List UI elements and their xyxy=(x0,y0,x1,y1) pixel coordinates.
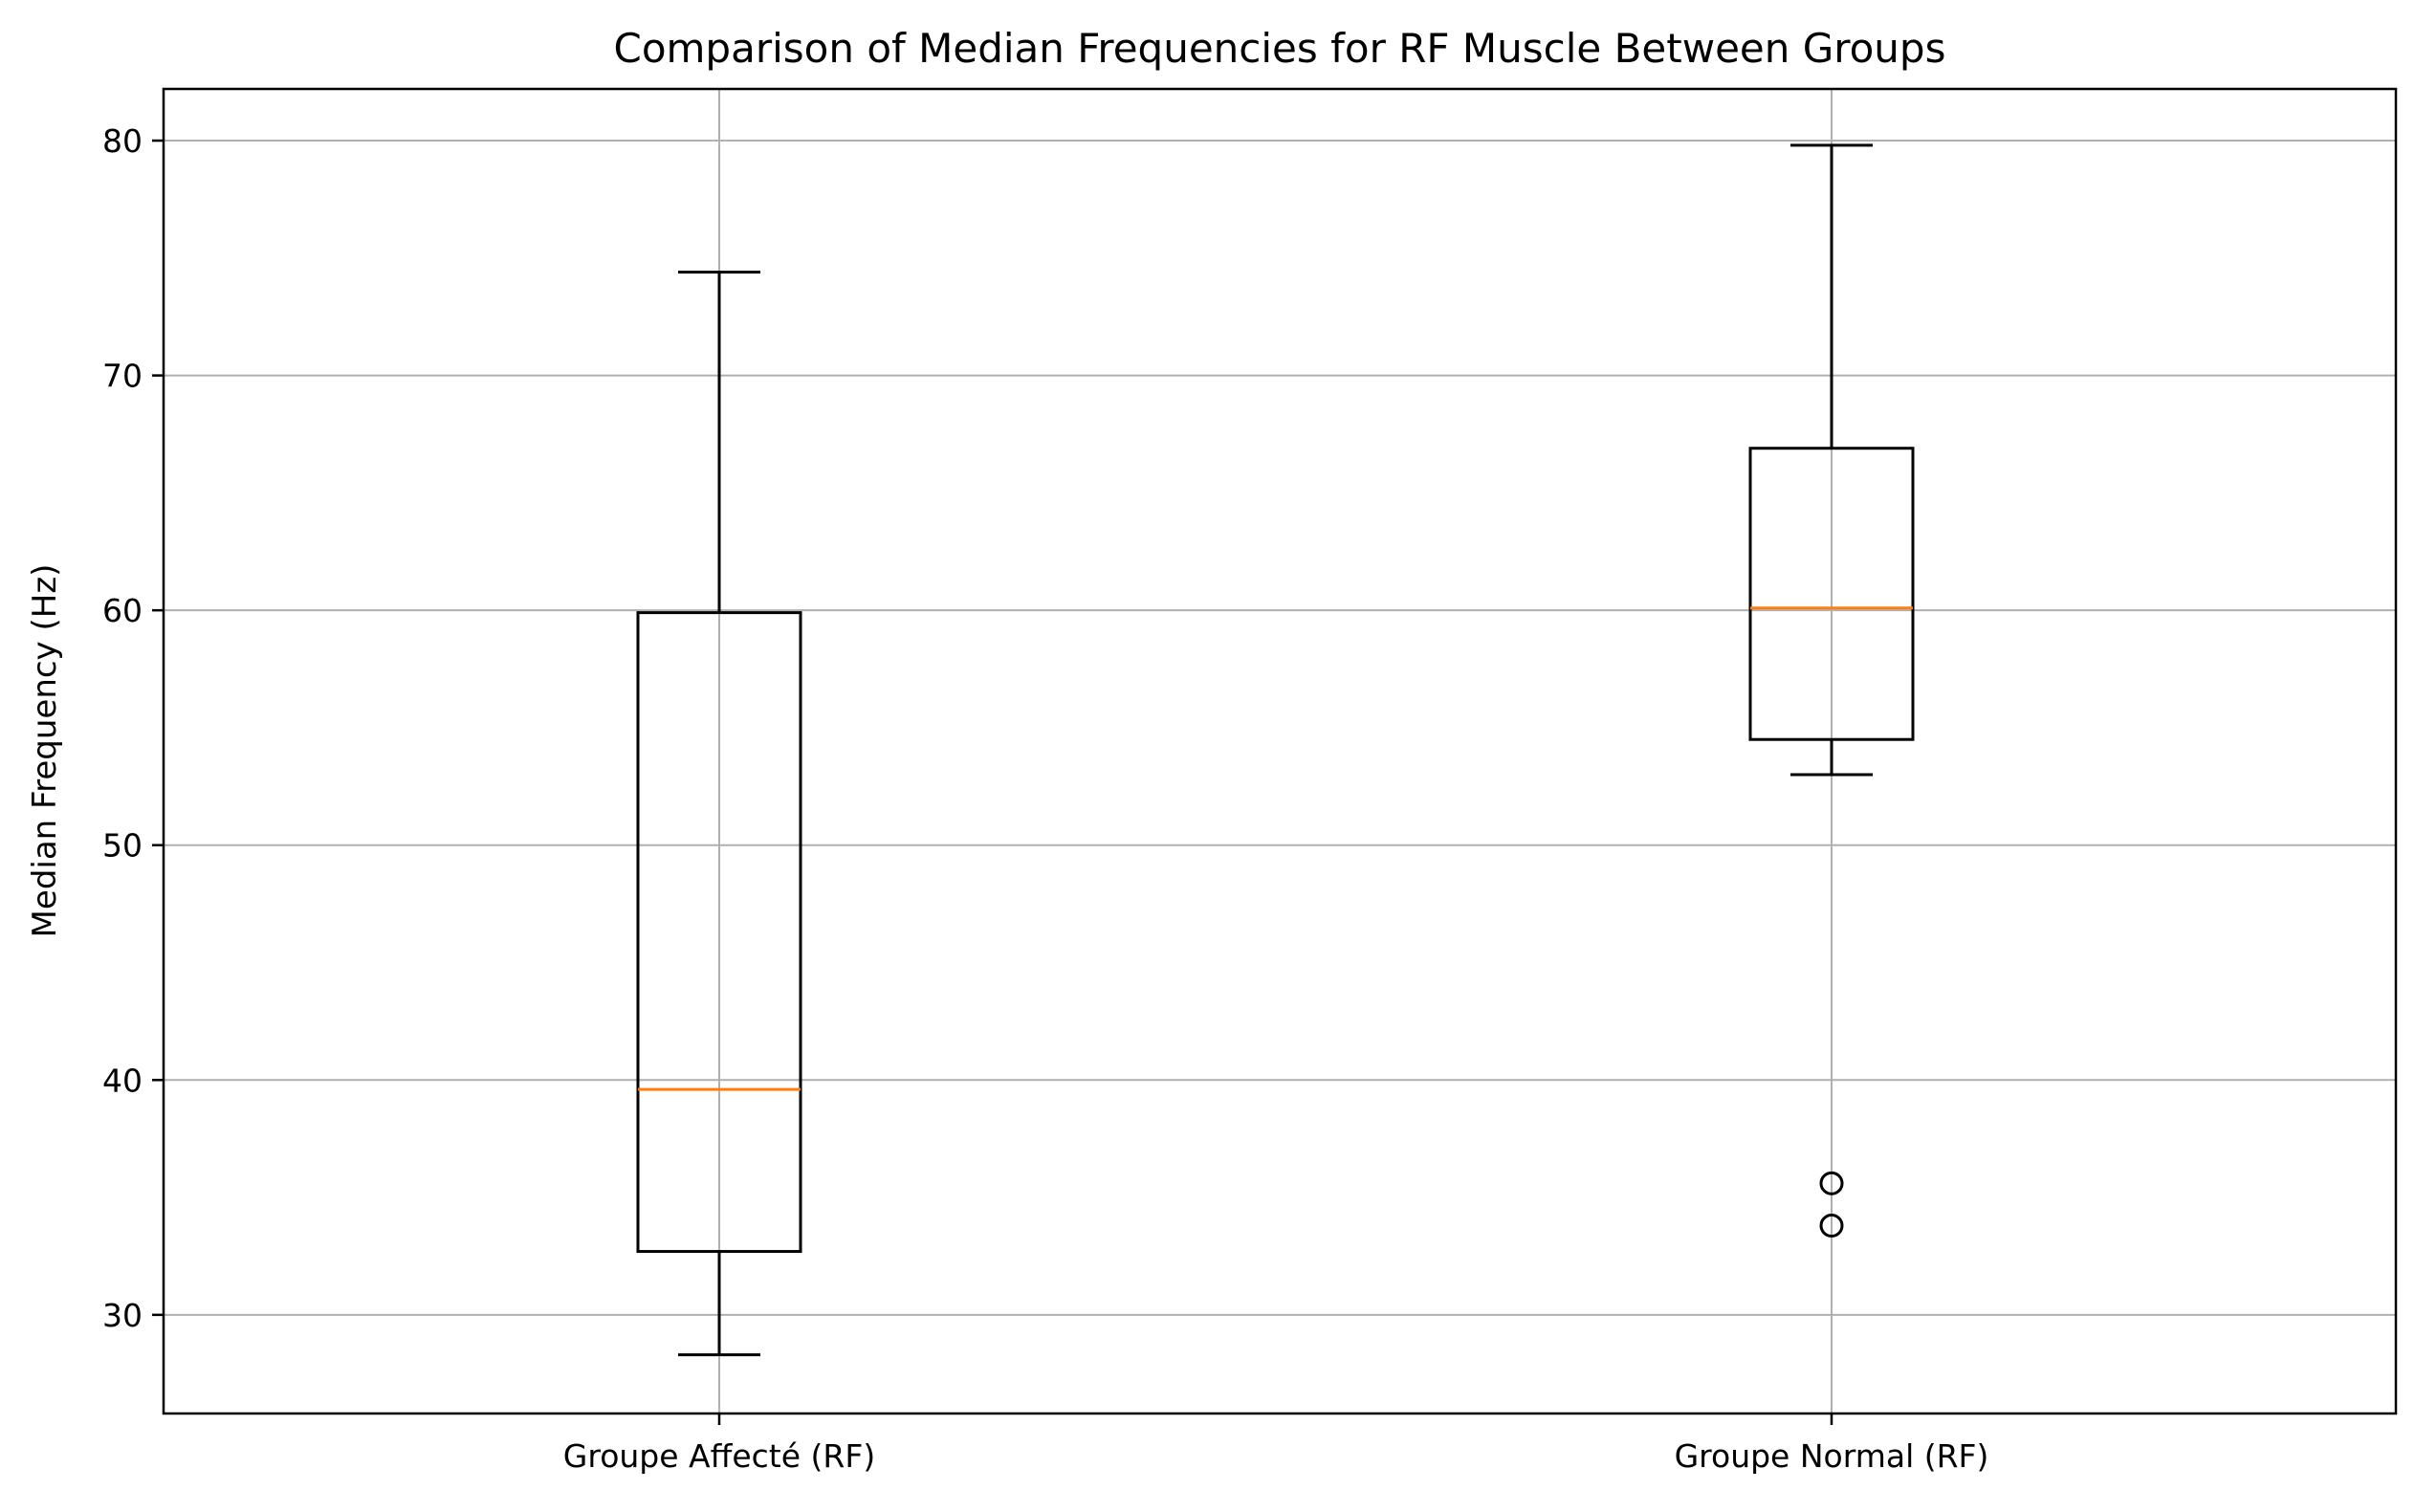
box-group xyxy=(636,271,802,1357)
y-tick-label: 80 xyxy=(102,122,143,160)
chart-title: Comparison of Median Frequencies for RF … xyxy=(614,25,1946,72)
y-tick-label: 70 xyxy=(102,358,143,395)
axes: 30 40 50 60 70 80 Groupe Affecté (RF) Groupe No… xyxy=(102,122,1988,1475)
y-tick-label: 50 xyxy=(102,827,143,865)
y-tick-label: 60 xyxy=(102,592,143,629)
outlier-point xyxy=(1819,1171,1844,1195)
boxes xyxy=(636,143,1915,1357)
y-axis-label: Median Frequency (Hz) xyxy=(26,564,64,938)
y-tick-label: 40 xyxy=(102,1062,143,1099)
outlier-point xyxy=(1819,1214,1844,1238)
box-group xyxy=(1748,143,1915,1238)
box-iqr xyxy=(1748,447,1915,741)
x-tick-label: Groupe Normal (RF) xyxy=(1675,1437,1989,1475)
plot-frame xyxy=(162,87,2398,1415)
box-iqr xyxy=(636,611,802,1254)
y-tick-label: 30 xyxy=(102,1297,143,1334)
x-tick-label: Groupe Affecté (RF) xyxy=(563,1437,875,1475)
